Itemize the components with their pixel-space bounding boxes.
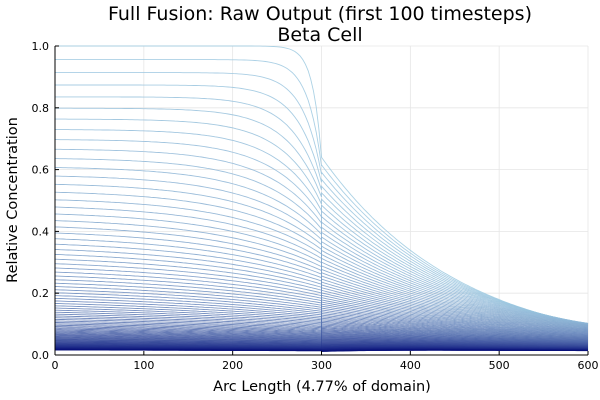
series-line-3 (55, 72, 589, 325)
x-tick-label: 0 (52, 359, 59, 372)
axes: 0 100 200 300 400 500 600 0.0 0.2 0.4 0.6 0.8 1.0 (32, 40, 599, 372)
x-tick-label: 100 (133, 359, 154, 372)
y-tick-label: 0.4 (32, 225, 50, 238)
series-line-10 (55, 148, 589, 324)
series-line-2 (55, 59, 589, 326)
x-tick-label: 200 (222, 359, 243, 372)
series-line-5 (55, 96, 589, 325)
y-tick-label: 0.6 (32, 164, 50, 177)
series-line-8 (55, 129, 589, 324)
series-line-1 (55, 45, 589, 327)
x-tick-label: 400 (400, 359, 421, 372)
y-axis-label: Relative Concentration (5, 117, 21, 283)
chart-subtitle: Beta Cell (277, 24, 362, 46)
series-line-14 (54, 183, 589, 325)
series-line-9 (55, 139, 589, 324)
x-axis-label: Arc Length (4.77% of domain) (213, 379, 431, 395)
chart-title: Full Fusion: Raw Output (first 100 times… (108, 3, 532, 25)
series-line-6 (55, 107, 589, 325)
series-line-13 (55, 175, 589, 325)
x-tick-label: 500 (489, 359, 510, 372)
x-tick-label: 600 (578, 359, 599, 372)
series-line-7 (55, 118, 589, 324)
x-tick-label: 300 (311, 359, 332, 372)
series-line-15 (54, 191, 589, 325)
data-series-group (54, 45, 589, 352)
y-tick-label: 0.0 (32, 349, 50, 362)
series-line-11 (55, 158, 589, 325)
series-line-12 (54, 167, 589, 325)
series-line-4 (55, 84, 589, 325)
y-tick-label: 0.8 (32, 102, 50, 115)
y-tick-label: 0.2 (32, 287, 50, 300)
y-tick-label: 1.0 (32, 40, 50, 53)
